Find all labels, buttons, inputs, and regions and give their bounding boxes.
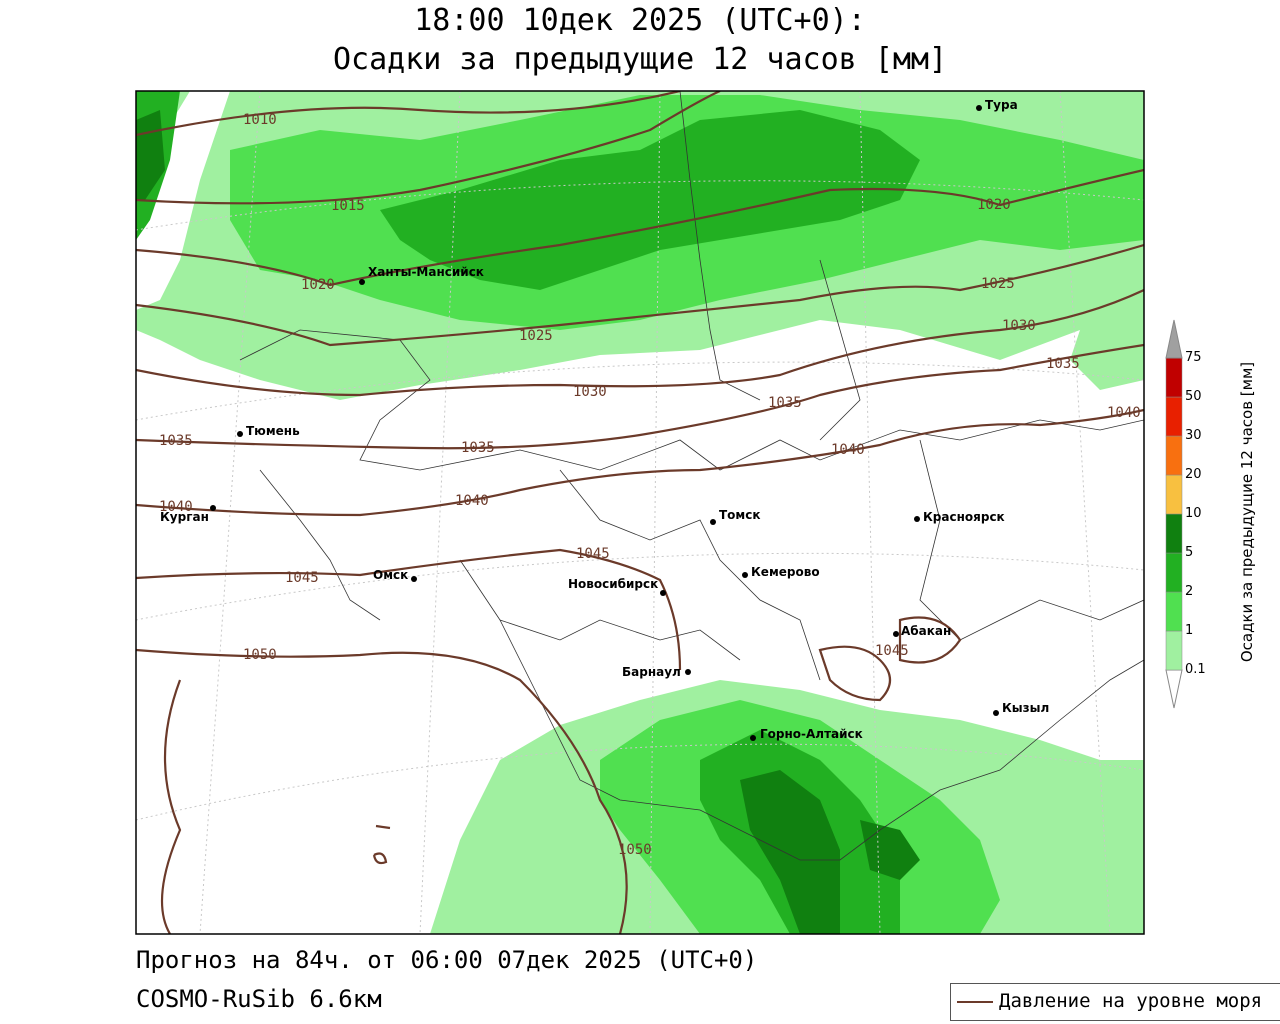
city-label: Тюмень: [246, 424, 300, 438]
model-name: COSMO-RuSib 6.6км: [136, 985, 382, 1013]
map-subtitle: Осадки за предыдущие 12 часов [мм]: [332, 42, 948, 77]
colorbar-tick: 0.1: [1185, 662, 1206, 677]
colorbar-under-triangle: [1165, 669, 1183, 709]
city-label: Кемерово: [751, 565, 820, 579]
isobar-label: 1010: [243, 112, 277, 128]
colorbar-segment: [1165, 513, 1183, 554]
isobar-label: 1035: [1046, 356, 1080, 372]
isobar-legend: Давление на уровне моря: [950, 983, 1280, 1021]
colorbar-tick: 10: [1185, 506, 1202, 521]
colorbar-tick: 20: [1185, 467, 1202, 482]
isobar-label: 1050: [618, 842, 652, 858]
precipitation-layer: [136, 91, 1144, 934]
isobar-label: 1030: [1002, 318, 1036, 334]
isobar-label: 1040: [159, 499, 193, 515]
isobar-label: 1030: [573, 384, 607, 400]
city-label: Горно-Алтайск: [760, 727, 863, 741]
isobar-label: 1015: [331, 198, 365, 214]
colorbar-segment: [1165, 474, 1183, 515]
isobar-label: 1040: [1107, 405, 1141, 421]
forecast-info: Прогноз на 84ч. от 06:00 07дек 2025 (UTC…: [136, 946, 758, 974]
colorbar-tick: 50: [1185, 389, 1202, 404]
isobar-label: 1035: [768, 395, 802, 411]
city-label: Томск: [719, 508, 761, 522]
colorbar-segment: [1165, 591, 1183, 632]
isobar-label: 1035: [159, 433, 193, 449]
isobar-label: 1025: [519, 328, 553, 344]
colorbar-segment: [1165, 435, 1183, 476]
city-label: Ханты-Мансийск: [368, 265, 484, 279]
colorbar-tick: 30: [1185, 428, 1202, 443]
colorbar-tick: 2: [1185, 584, 1194, 599]
colorbar-segment: [1165, 396, 1183, 437]
city-label: Барнаул: [622, 665, 681, 679]
isobar-label: 1045: [875, 643, 909, 659]
precipitation-colorbar: [1165, 319, 1183, 709]
isobar-legend-label: Давление на уровне моря: [999, 990, 1263, 1012]
isobar-labels: 1010 1015 1020 1020 1025 1025 1030 1030 …: [159, 112, 1141, 858]
city-markers: Тура Ханты-Мансийск Тюмень Курган Омск Т…: [160, 98, 1049, 741]
city-label: Курган: [160, 510, 209, 524]
isobar-label: 1025: [981, 276, 1015, 292]
isobar-legend-line: [957, 1001, 993, 1003]
map-frame: [135, 90, 1145, 935]
city-label: Новосибирск: [568, 577, 658, 591]
isobar-label: 1040: [455, 493, 489, 509]
colorbar-tick: 5: [1185, 545, 1194, 560]
isobar-lines: [136, 91, 1144, 934]
isobar-label: 1035: [461, 440, 495, 456]
city-label: Кызыл: [1002, 701, 1049, 715]
city-label: Омск: [373, 568, 408, 582]
map-title: 18:00 10дек 2025 (UTC+0):: [414, 3, 866, 38]
colorbar-title: Осадки за предыдущие 12 часов [мм]: [1238, 361, 1256, 663]
isobar-label: 1045: [576, 546, 610, 562]
city-label: Красноярск: [923, 510, 1005, 524]
colorbar-tick: 1: [1185, 623, 1194, 638]
colorbar-segment: [1165, 357, 1183, 398]
isobar-label: 1040: [831, 442, 865, 458]
colorbar-segment: [1165, 630, 1183, 671]
isobar-label: 1045: [285, 570, 319, 586]
colorbar-tick: 75: [1185, 350, 1202, 365]
isobar-label: 1050: [243, 647, 277, 663]
colorbar-segment: [1165, 552, 1183, 593]
isobar-label: 1020: [301, 277, 335, 293]
colorbar-over-triangle: [1165, 319, 1183, 359]
city-label: Тура: [985, 98, 1018, 112]
isobar-label: 1020: [977, 197, 1011, 213]
city-label: Абакан: [901, 624, 951, 638]
